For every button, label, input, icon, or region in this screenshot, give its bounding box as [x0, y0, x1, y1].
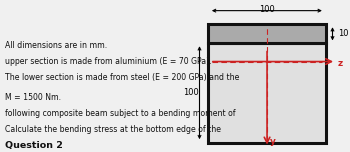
Text: upper section is made from aluminium (E = 70 GPa).: upper section is made from aluminium (E … [5, 57, 212, 66]
Text: All dimensions are in mm.: All dimensions are in mm. [5, 41, 107, 50]
Text: Calculate the bending stress at the bottom edge of the: Calculate the bending stress at the bott… [5, 125, 221, 134]
Text: M = 1500 Nm.: M = 1500 Nm. [5, 93, 61, 102]
Text: y: y [270, 137, 276, 146]
Text: Question 2: Question 2 [5, 141, 63, 150]
Text: following composite beam subject to a bending moment of: following composite beam subject to a be… [5, 109, 236, 118]
Bar [208, 24, 326, 43]
Text: 10: 10 [338, 29, 348, 38]
Text: z: z [338, 59, 343, 68]
Text: 100: 100 [259, 5, 275, 14]
Text: 100: 100 [183, 88, 199, 97]
Text: The lower section is made from steel (E = 200 GPa) and the: The lower section is made from steel (E … [5, 73, 240, 82]
Bar [208, 43, 326, 143]
